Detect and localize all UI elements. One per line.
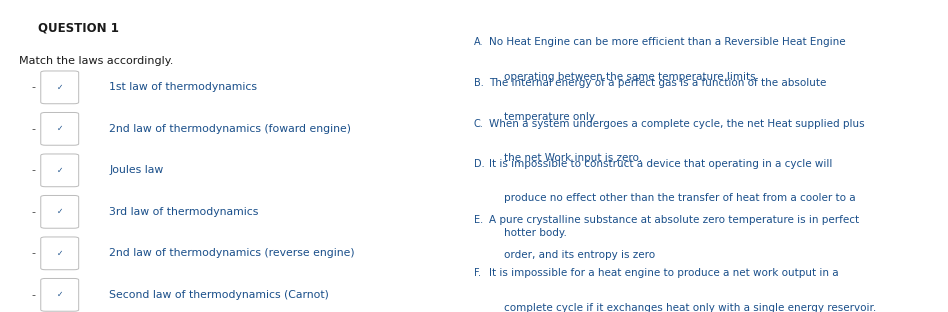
Text: -: -	[31, 207, 35, 217]
Text: Second law of thermodynamics (Carnot): Second law of thermodynamics (Carnot)	[109, 290, 329, 300]
Text: D.: D.	[474, 159, 484, 169]
FancyBboxPatch shape	[41, 154, 79, 187]
Text: F.: F.	[474, 268, 481, 278]
Text: When a system undergoes a complete cycle, the net Heat supplied plus: When a system undergoes a complete cycle…	[489, 119, 865, 129]
FancyBboxPatch shape	[41, 71, 79, 104]
Text: -: -	[31, 248, 35, 258]
Text: produce no effect other than the transfer of heat from a cooler to a: produce no effect other than the transfe…	[504, 193, 856, 203]
Text: ✓: ✓	[57, 124, 63, 133]
Text: -: -	[31, 165, 35, 175]
Text: temperature only: temperature only	[504, 112, 595, 122]
Text: 2nd law of thermodynamics (foward engine): 2nd law of thermodynamics (foward engine…	[109, 124, 351, 134]
Text: ✓: ✓	[57, 166, 63, 175]
Text: The internal energy of a perfect gas is a function of the absolute: The internal energy of a perfect gas is …	[489, 78, 827, 88]
Text: C.: C.	[474, 119, 483, 129]
FancyBboxPatch shape	[41, 113, 79, 145]
Text: hotter body.: hotter body.	[504, 228, 567, 238]
Text: ✓: ✓	[57, 83, 63, 92]
Text: the net Work input is zero.: the net Work input is zero.	[504, 153, 643, 163]
Text: E.: E.	[474, 215, 483, 225]
Text: A pure crystalline substance at absolute zero temperature is in perfect: A pure crystalline substance at absolute…	[489, 215, 859, 225]
Text: 1st law of thermodynamics: 1st law of thermodynamics	[109, 82, 257, 92]
FancyBboxPatch shape	[41, 195, 79, 228]
Text: order, and its entropy is zero: order, and its entropy is zero	[504, 250, 655, 260]
Text: QUESTION 1: QUESTION 1	[38, 22, 118, 35]
Text: operating between the same temperature limits: operating between the same temperature l…	[504, 72, 756, 82]
Text: ✓: ✓	[57, 290, 63, 299]
Text: No Heat Engine can be more efficient than a Reversible Heat Engine: No Heat Engine can be more efficient tha…	[489, 37, 846, 47]
Text: ✓: ✓	[57, 207, 63, 216]
Text: -: -	[31, 290, 35, 300]
Text: -: -	[31, 82, 35, 92]
Text: B.: B.	[474, 78, 483, 88]
Text: ✓: ✓	[57, 249, 63, 258]
FancyBboxPatch shape	[41, 237, 79, 270]
Text: 3rd law of thermodynamics: 3rd law of thermodynamics	[109, 207, 259, 217]
Text: Joules law: Joules law	[109, 165, 163, 175]
Text: complete cycle if it exchanges heat only with a single energy reservoir.: complete cycle if it exchanges heat only…	[504, 303, 877, 312]
Text: A.: A.	[474, 37, 483, 47]
FancyBboxPatch shape	[41, 279, 79, 311]
Text: It is impossible to construct a device that operating in a cycle will: It is impossible to construct a device t…	[489, 159, 832, 169]
Text: -: -	[31, 124, 35, 134]
Text: It is impossible for a heat engine to produce a net work output in a: It is impossible for a heat engine to pr…	[489, 268, 839, 278]
Text: 2nd law of thermodynamics (reverse engine): 2nd law of thermodynamics (reverse engin…	[109, 248, 355, 258]
Text: Match the laws accordingly.: Match the laws accordingly.	[19, 56, 173, 66]
